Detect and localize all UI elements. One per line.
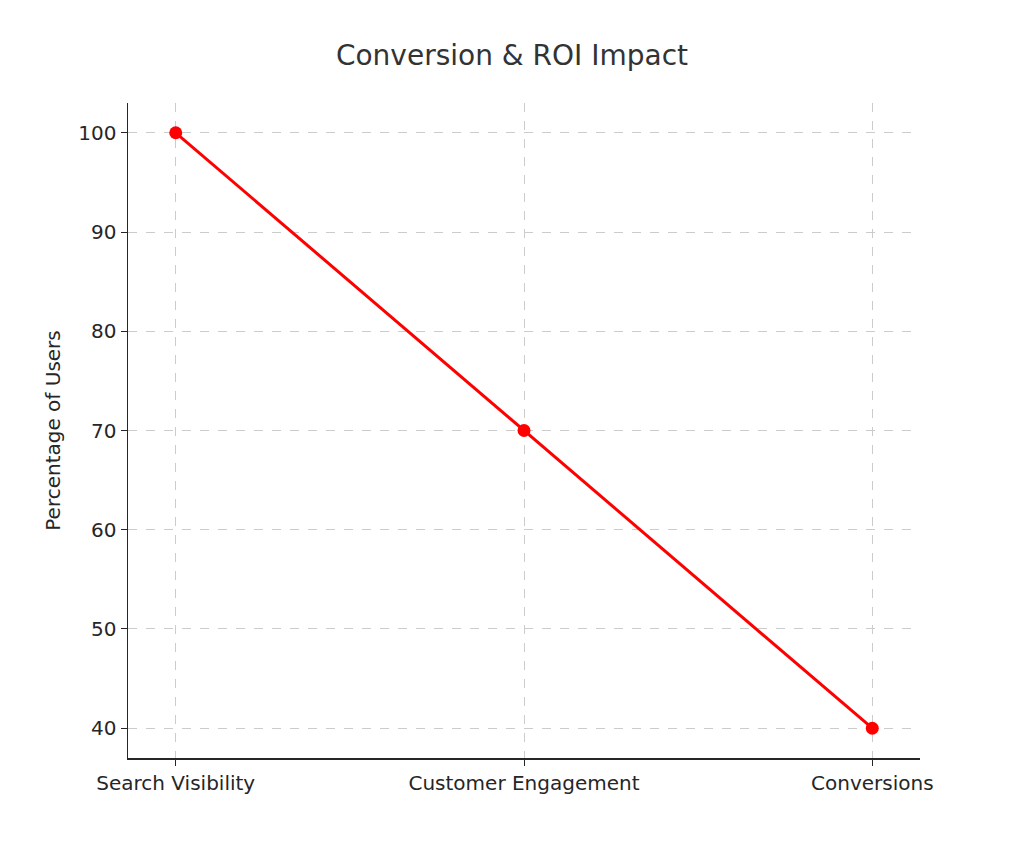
svg-text:Conversion & ROI Impact: Conversion & ROI Impact [336,39,688,72]
svg-text:Customer Engagement: Customer Engagement [408,771,639,795]
svg-text:100: 100 [78,121,116,145]
svg-text:60: 60 [91,518,116,542]
svg-text:70: 70 [91,419,116,443]
svg-text:40: 40 [91,716,116,740]
svg-text:Conversions: Conversions [811,771,934,795]
svg-text:Search Visibility: Search Visibility [96,771,255,795]
svg-text:50: 50 [91,617,116,641]
svg-text:80: 80 [91,319,116,343]
svg-text:90: 90 [91,220,116,244]
svg-text:Percentage of Users: Percentage of Users [41,330,65,531]
